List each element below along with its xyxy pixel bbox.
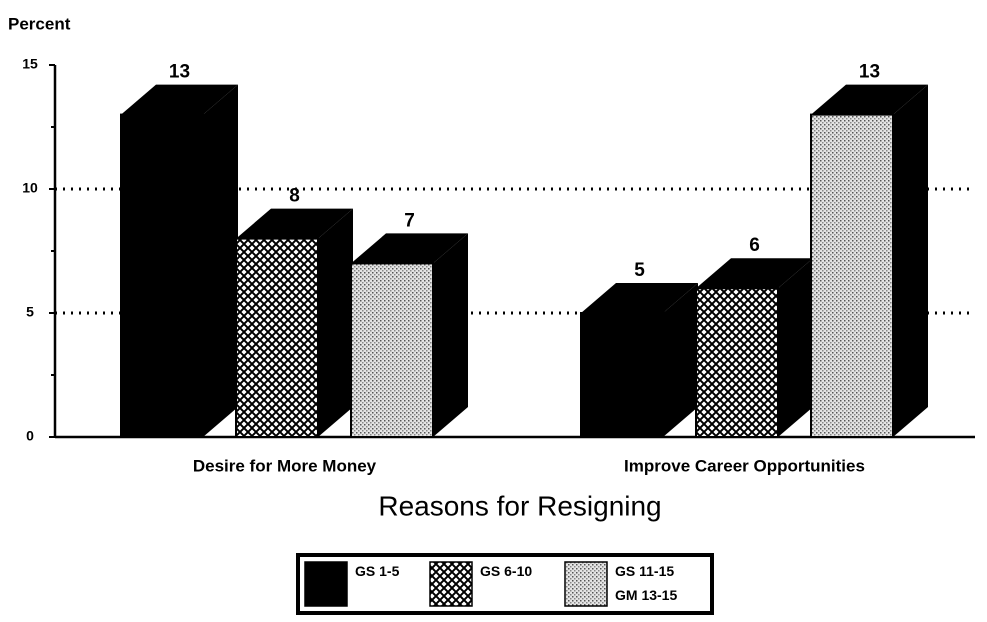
bar-top xyxy=(236,208,353,239)
value-label: 13 xyxy=(169,62,190,83)
value-label: 5 xyxy=(634,260,645,281)
value-label: 6 xyxy=(749,235,760,256)
bar-side xyxy=(433,233,468,437)
bar xyxy=(695,287,779,439)
bar-top xyxy=(121,84,238,115)
bar xyxy=(350,262,434,438)
bar-side xyxy=(318,208,353,437)
bar-top xyxy=(581,283,698,313)
legend-swatch xyxy=(564,561,608,607)
bar-top xyxy=(696,258,813,289)
y-axis-label: Percent xyxy=(8,14,71,33)
legend-swatch xyxy=(304,561,348,607)
bar xyxy=(580,312,664,438)
legend-label: GS 1-5 xyxy=(355,563,400,579)
y-tick-label: 10 xyxy=(22,180,38,196)
value-label: 7 xyxy=(404,210,415,231)
value-label: 13 xyxy=(859,62,880,83)
legend-label: GS 11-15 GM 13-15 xyxy=(615,563,677,603)
legend-swatch xyxy=(429,561,473,607)
bar-side xyxy=(203,84,238,437)
bar xyxy=(235,237,319,438)
legend-label: GS 6-10 xyxy=(480,563,532,579)
value-label: 8 xyxy=(289,186,300,207)
x-tick-label: Improve Career Opportunities xyxy=(624,456,865,475)
y-tick-label: 15 xyxy=(22,56,38,72)
legend-box xyxy=(296,553,714,615)
bar-top xyxy=(811,84,928,115)
y-tick-label: 5 xyxy=(26,304,34,320)
bar xyxy=(120,113,204,438)
bar xyxy=(810,113,894,438)
bar-top xyxy=(351,233,468,264)
x-tick-label: Desire for More Money xyxy=(193,456,377,475)
bar-side xyxy=(893,84,928,437)
y-tick-label: 0 xyxy=(26,428,34,444)
bar-side xyxy=(663,283,698,437)
x-axis-label: Reasons for Resigning xyxy=(378,490,661,521)
bar-side xyxy=(778,258,813,437)
